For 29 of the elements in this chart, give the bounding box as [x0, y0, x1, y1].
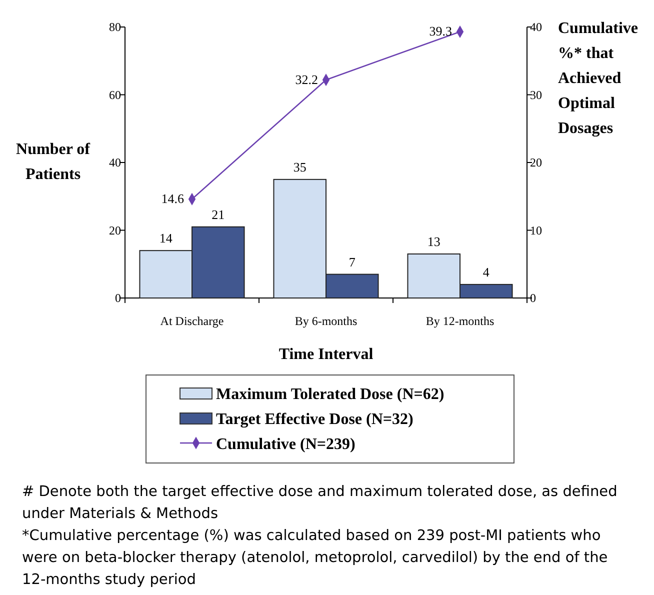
y2-tick-label: 10 — [530, 223, 542, 238]
y2-tick-label: 20 — [530, 156, 542, 170]
x-tick-label: By 12-months — [426, 314, 494, 328]
y-tick-label: 40 — [109, 156, 121, 170]
y-tick-label: 60 — [109, 88, 121, 102]
data-label: 7 — [348, 254, 356, 270]
x-tick-label: By 6-months — [294, 314, 358, 328]
data-label: 13 — [427, 234, 440, 249]
text: # Denote both the target effective dose and maximum tolerated dose, as defined under Materials & Methods — [22, 484, 618, 522]
data-label: 35 — [293, 159, 306, 174]
y-tick-label: 0 — [115, 291, 121, 305]
y2-axis-title: Cumulative %* that Achieved Optimal Dosages — [558, 20, 638, 137]
data-label: 14.6 — [161, 191, 184, 206]
data-label: 39.3 — [429, 24, 452, 39]
y2-tick-label: 30 — [530, 88, 542, 102]
data-label: 21 — [212, 206, 225, 222]
legend-label: Target Effective Dose (N=32) — [216, 411, 414, 428]
x-axis-title: Time Interval — [278, 346, 374, 363]
y-tick-label: 20 — [109, 223, 121, 238]
text: *Cumulative percentage (%) was calculated based on 239 post-MI patients who were on beta-blocker therapy (atenolol, metoprolol, carvedilol) by the end of the 12-months study period — [22, 528, 608, 588]
legend-label: Maximum Tolerated Dose (N=62) — [216, 386, 444, 403]
y-axis-title: Number of Patients — [16, 141, 91, 183]
data-label: 4 — [482, 264, 490, 280]
data-label: 32.2 — [295, 72, 318, 87]
data-label: 14 — [159, 230, 173, 246]
y-tick-label: 80 — [109, 20, 121, 34]
y2-tick-label: 40 — [530, 20, 542, 34]
x-tick-label: At Discharge — [160, 314, 224, 328]
legend-label: Cumulative (N=239) — [216, 436, 356, 453]
